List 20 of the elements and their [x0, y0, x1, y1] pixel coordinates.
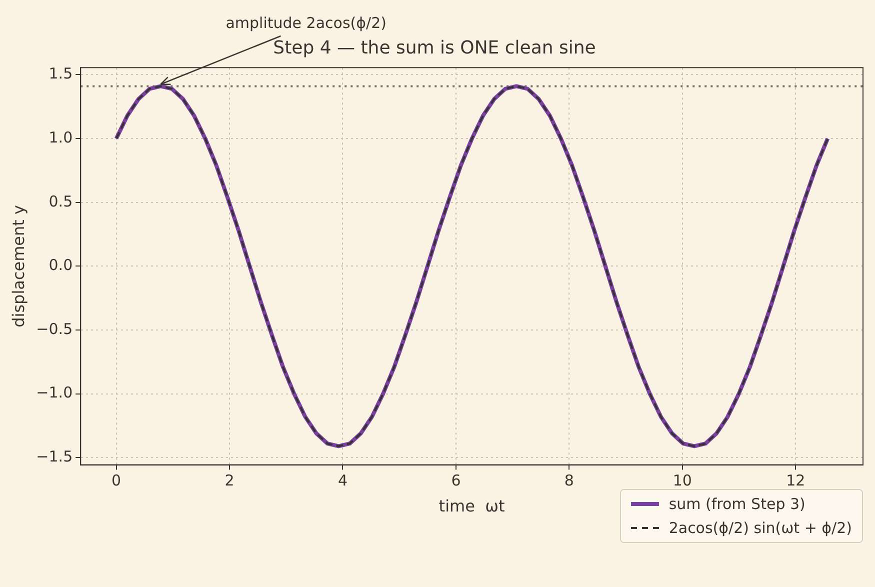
x-tick-label: 6	[451, 472, 461, 490]
y-tick-label: 1.5	[48, 64, 73, 83]
y-tick-label: −0.5	[36, 320, 73, 338]
y-axis-title: displacement y	[8, 205, 28, 328]
y-tick-label: 0.0	[48, 256, 73, 274]
annotation: amplitude 2acos(ϕ/2)	[226, 14, 386, 32]
y-tick-label: −1.0	[36, 384, 73, 402]
x-tick-label: 2	[224, 472, 234, 490]
y-tick-label: 1.0	[48, 128, 73, 146]
legend-label: sum (from Step 3)	[668, 494, 806, 515]
y-tick-label: −1.5	[36, 448, 73, 466]
x-tick-label: 12	[786, 472, 806, 490]
legend-label: 2acos(ϕ/2) sin(ωt + ϕ/2)	[668, 518, 852, 539]
y-tick-label: 0.5	[48, 192, 73, 210]
x-tick-label: 4	[338, 472, 348, 490]
x-tick-label: 8	[564, 472, 574, 490]
chart-title: Step 4 — the sum is ONE clean sine	[273, 37, 596, 58]
x-tick-label: 0	[112, 472, 122, 490]
x-tick-label: 10	[672, 472, 692, 490]
x-axis-title: time ωt	[438, 496, 505, 516]
